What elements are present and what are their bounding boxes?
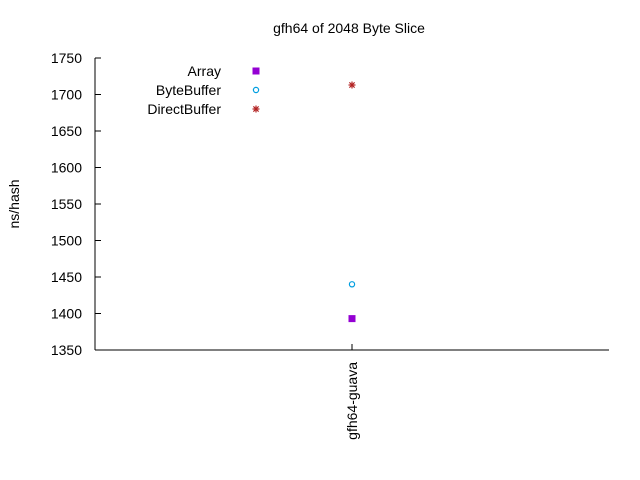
legend-marker xyxy=(252,105,260,113)
y-tick-label: 1750 xyxy=(51,50,82,66)
chart-title: gfh64 of 2048 Byte Slice xyxy=(273,20,425,36)
marker-asterisk-stroke-3 xyxy=(252,105,260,113)
y-tick-label: 1550 xyxy=(51,196,82,212)
y-tick-label: 1450 xyxy=(51,269,82,285)
data-point xyxy=(348,281,356,288)
y-tick-label: 1600 xyxy=(51,160,82,176)
data-point xyxy=(348,315,356,323)
y-tick-label: 1650 xyxy=(51,123,82,139)
legend-label: DirectBuffer xyxy=(147,101,221,117)
y-tick-label: 1500 xyxy=(51,233,82,249)
legend-label: ByteBuffer xyxy=(156,82,221,98)
y-tick-label: 1700 xyxy=(51,87,82,103)
x-tick-label: gfh64-guava xyxy=(344,362,360,440)
y-tick-label: 1400 xyxy=(51,306,82,322)
marker-square-0 xyxy=(348,315,356,323)
marker-asterisk-stroke-3 xyxy=(348,81,356,89)
marker-circle-1 xyxy=(348,281,356,288)
legend-marker xyxy=(252,67,260,75)
legend-label: Array xyxy=(188,63,221,79)
data-point xyxy=(348,81,356,89)
data-points xyxy=(348,81,356,323)
y-ticks: 1350 1400 1450 1500 1550 1600 1650 1700 1750 xyxy=(51,50,101,358)
legend: Array ByteBuffer DirectBuffer xyxy=(147,63,260,117)
x-ticks: gfh64-guava xyxy=(344,344,360,440)
marker-square-0 xyxy=(252,67,260,75)
y-tick-label: 1350 xyxy=(51,342,82,358)
marker-circle-1 xyxy=(252,86,260,94)
y-axis-label: ns/hash xyxy=(6,179,22,228)
legend-marker xyxy=(252,86,260,94)
